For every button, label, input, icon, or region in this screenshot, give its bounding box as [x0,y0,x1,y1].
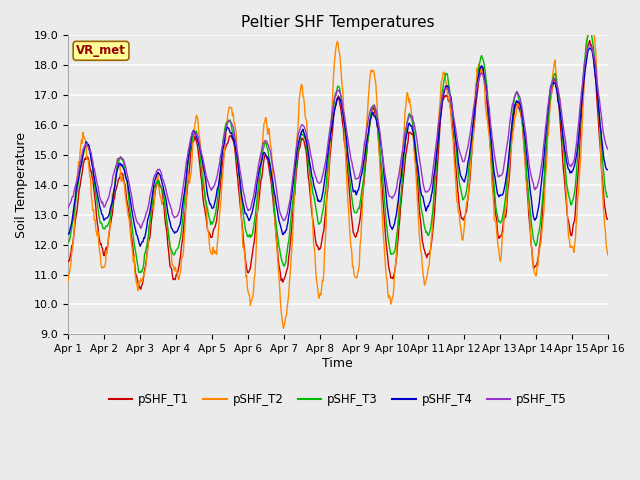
Text: VR_met: VR_met [76,44,126,57]
Title: Peltier SHF Temperatures: Peltier SHF Temperatures [241,15,435,30]
Y-axis label: Soil Temperature: Soil Temperature [15,132,28,238]
Legend: pSHF_T1, pSHF_T2, pSHF_T3, pSHF_T4, pSHF_T5: pSHF_T1, pSHF_T2, pSHF_T3, pSHF_T4, pSHF… [104,388,572,410]
X-axis label: Time: Time [323,357,353,370]
